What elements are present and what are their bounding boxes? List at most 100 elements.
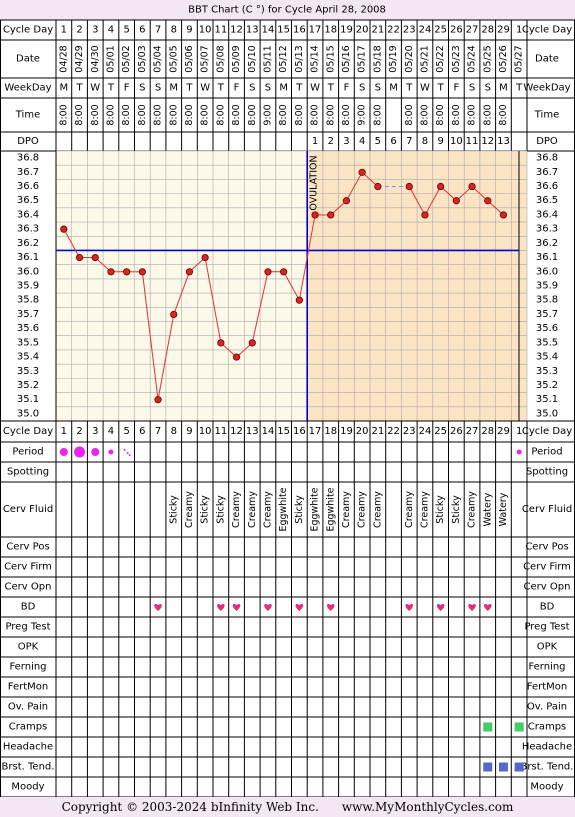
cycle-day-cell: 28: [481, 426, 494, 437]
cycle_day-cell: 2: [76, 25, 82, 36]
cycle-day-cell: 25: [434, 426, 447, 437]
y-tick-left: 36.7: [17, 167, 39, 178]
cycle_day-cell: 27: [466, 25, 479, 36]
dpo-cell: 7: [406, 136, 412, 147]
period-mark: [74, 446, 86, 458]
cycle_day-cell: 10: [199, 25, 212, 36]
brst-tend-mark: [514, 762, 524, 772]
date-cell: 05/01: [105, 45, 116, 72]
preg_test-label-left: Preg Test: [5, 622, 50, 633]
y-tick-left: 35.9: [17, 281, 39, 292]
date-cell: 05/06: [184, 45, 195, 72]
cerv-fluid-cell: Sticky: [168, 495, 179, 524]
cerv-fluid-cell: Creamy: [357, 491, 368, 528]
cycle_day-label-right: Cycle Day: [522, 426, 572, 437]
ferning-label-right: Ferning: [528, 662, 565, 673]
period-spotting-mark: [126, 452, 129, 454]
ov_pain-label-left: Ov. Pain: [8, 702, 48, 713]
row-bg: [0, 39, 575, 79]
cerv-fluid-cell: Creamy: [341, 491, 352, 528]
y-tick-left: 36.4: [17, 209, 39, 220]
site-link[interactable]: www.MyMonthlyCycles.com: [341, 800, 514, 814]
y-tick-right: 35.2: [536, 380, 558, 391]
time-cell: 8:00: [184, 104, 195, 125]
period-label-right: Period: [531, 447, 562, 458]
cerv-fluid-cell: Creamy: [184, 491, 195, 528]
time-cell: 8:00: [121, 104, 132, 125]
time-cell: 8:00: [137, 104, 148, 125]
cerv-fluid-cell: Creamy: [467, 491, 478, 528]
cycle-day-cell: 27: [466, 426, 479, 437]
cerv-fluid-cell: Sticky: [451, 495, 462, 524]
date-cell: 05/22: [435, 45, 446, 72]
temp-segment: [283, 271, 300, 301]
cerv_pos-label-right: Cerv Pos: [525, 542, 568, 553]
cycle_day-cell: 5: [123, 25, 129, 36]
cerv-fluid-cell: Sticky: [294, 495, 305, 524]
brst_tend-label-left: Brst. Tend.: [2, 762, 55, 773]
temp-point: [170, 310, 178, 319]
time-cell: 8:00: [498, 104, 509, 125]
cycle-day-cell: 3: [92, 426, 98, 437]
temp-point: [342, 197, 351, 205]
y-tick-right: 36.2: [536, 238, 558, 249]
cerv-fluid-cell: Creamy: [419, 491, 430, 528]
date-cell: 05/11: [262, 45, 273, 72]
date-cell: 05/07: [200, 45, 211, 72]
dpo-label-left: DPO: [17, 136, 39, 147]
cycle-day-cell: 13: [246, 426, 259, 437]
date-cell: 05/05: [168, 45, 179, 72]
cycle-day-cell: 18: [324, 426, 337, 437]
brst_tend-label-right: Brst. Tend.: [521, 762, 574, 773]
time-cell: 9:00: [262, 104, 273, 125]
y-tick-right: 36.3: [536, 224, 558, 235]
cycle_day-cell: 26: [450, 25, 463, 36]
cycle-day-cell: 21: [371, 426, 384, 437]
weekday-cell: S: [139, 83, 145, 94]
time-label-right: Time: [534, 110, 559, 121]
cycle_day-cell: 29: [497, 25, 510, 36]
weekday-cell: S: [249, 83, 255, 94]
time-cell: 8:00: [310, 104, 321, 125]
row-bg: [0, 536, 575, 558]
temp-segment: [173, 271, 190, 315]
bd-label-right: BD: [540, 602, 555, 613]
dpo-cell: 9: [437, 136, 443, 147]
dpo-cell: 8: [422, 136, 428, 147]
row-bg: [0, 97, 575, 133]
cycle_day-cell: 4: [108, 25, 114, 36]
time-cell: 8:00: [435, 104, 446, 125]
cycle_day-label-right: Cycle Day: [522, 25, 572, 36]
weekday-cell: M: [389, 83, 398, 94]
time-cell: 8:00: [153, 104, 164, 125]
ov_pain-label-right: Ov. Pain: [527, 702, 567, 713]
cycle_day-cell: 1: [61, 25, 67, 36]
weekday-cell: S: [155, 83, 161, 94]
temp-point: [311, 211, 319, 219]
y-tick-right: 35.1: [536, 394, 558, 405]
copyright-text: Copyright © 2003-2024 bInfinity Web Inc.: [61, 800, 319, 814]
y-tick-right: 36.0: [536, 266, 558, 277]
time-cell: 8:00: [451, 104, 462, 125]
period-spotting-mark: [128, 454, 131, 456]
cycle_day-cell: 11: [214, 25, 227, 36]
y-tick-left: 35.2: [17, 380, 39, 391]
date-cell: 05/20: [404, 45, 415, 72]
row-bg: [0, 556, 575, 578]
preg_test-label-right: Preg Test: [524, 622, 569, 633]
row-bg: [0, 576, 575, 598]
dpo-cell: 13: [497, 136, 510, 147]
weekday-cell: M: [60, 83, 69, 94]
temp-point: [185, 268, 194, 276]
y-tick-left: 35.4: [17, 352, 39, 363]
cerv-fluid-cell: Creamy: [247, 491, 258, 528]
date-cell: 05/10: [247, 45, 258, 72]
temp-point: [107, 268, 115, 276]
date-cell: 05/19: [388, 45, 399, 72]
cycle_day-cell: 3: [92, 25, 98, 36]
period-mark: [91, 448, 100, 456]
temp-segment: [63, 228, 80, 258]
cycle_day-cell: 25: [434, 25, 447, 36]
headache-label-right: Headache: [522, 742, 572, 753]
temp-point: [248, 339, 256, 347]
